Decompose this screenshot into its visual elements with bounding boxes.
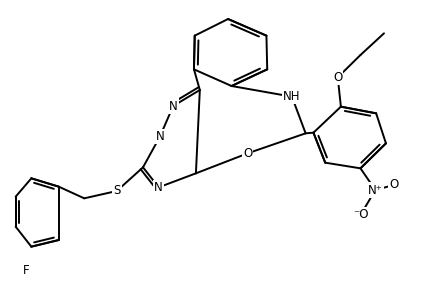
- Text: N⁺: N⁺: [367, 184, 382, 196]
- Text: F: F: [23, 263, 30, 277]
- Text: O: O: [243, 147, 252, 160]
- Text: N: N: [154, 181, 163, 194]
- Text: N: N: [155, 130, 164, 143]
- Text: O: O: [388, 178, 397, 192]
- Text: ⁻O: ⁻O: [352, 208, 367, 221]
- Text: N: N: [169, 99, 177, 112]
- Text: O: O: [332, 71, 341, 84]
- Text: S: S: [113, 185, 120, 197]
- Text: NH: NH: [283, 90, 300, 103]
